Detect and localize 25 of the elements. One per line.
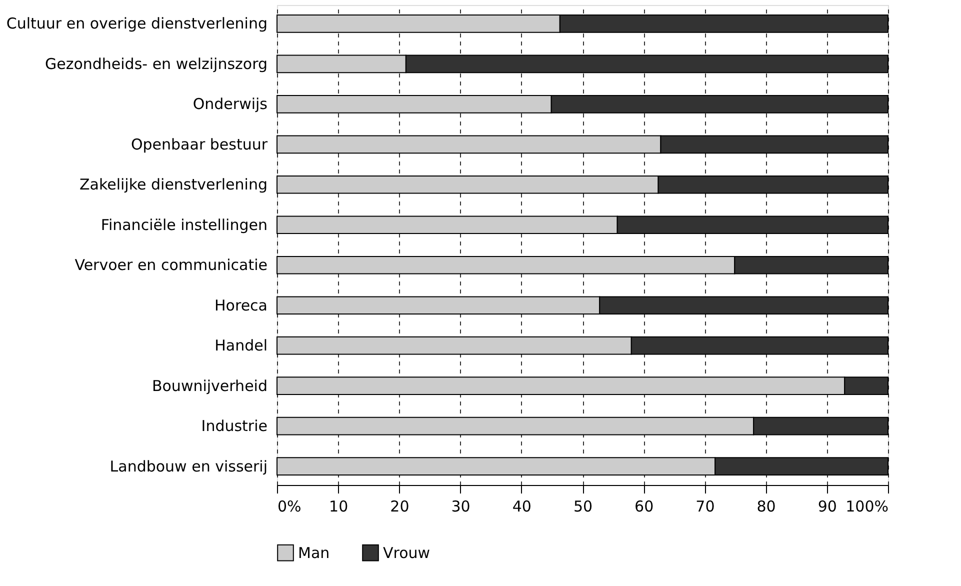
y-tick-label: Financiële instellingen xyxy=(100,216,268,234)
y-tick-label: Onderwijs xyxy=(192,95,268,114)
y-tick-label: Landbouw en visserij xyxy=(110,457,268,476)
x-tick-label: 90 xyxy=(818,498,837,516)
legend-label: Man xyxy=(298,544,330,562)
y-tick-label: Horeca xyxy=(214,296,268,314)
y-tick-label: Vervoer en communicatie xyxy=(74,256,268,274)
x-tick-label: 60 xyxy=(634,498,654,516)
x-tick-label: 10 xyxy=(329,498,348,516)
x-tick-label: 20 xyxy=(390,498,410,516)
legend-label: Vrouw xyxy=(383,544,430,562)
y-tick-label: Cultuur en overige dienstverlening xyxy=(6,14,268,33)
y-tick-label: Industrie xyxy=(201,417,268,436)
x-tick-label: 100% xyxy=(846,498,888,516)
y-tick-label: Bouwnijverheid xyxy=(152,376,268,395)
x-tick-label: 80 xyxy=(756,498,776,516)
y-tick-label: Gezondheids- en welzijnszorg xyxy=(44,54,268,73)
x-tick-label: 50 xyxy=(573,498,593,516)
y-tick-label: Openbaar bestuur xyxy=(130,135,268,154)
x-tick-label: 70 xyxy=(696,498,715,516)
x-tick-label: 0% xyxy=(278,498,302,516)
y-tick-label: Zakelijke dienstverlening xyxy=(80,176,268,194)
y-tick-label: Handel xyxy=(214,336,268,355)
x-tick-label: 30 xyxy=(451,498,470,516)
x-tick-label: 40 xyxy=(512,498,532,516)
